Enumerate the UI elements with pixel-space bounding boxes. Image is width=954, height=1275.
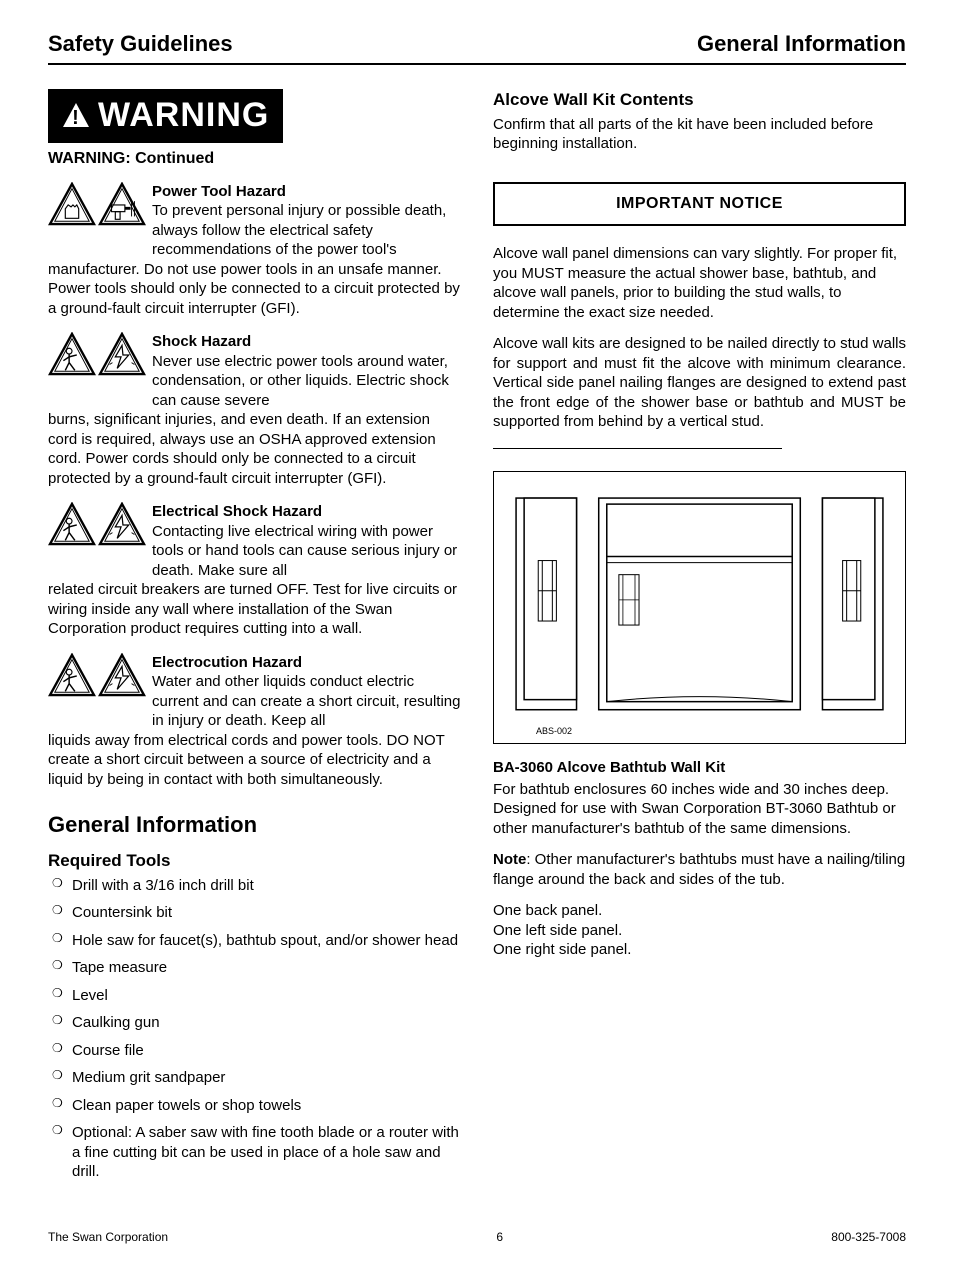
important-notice-box: IMPORTANT NOTICE [493, 182, 906, 227]
person-hazard-icon [48, 653, 96, 697]
header-right: General Information [697, 30, 906, 59]
hazard-top-text: Water and other liquids conduct electric… [152, 673, 460, 729]
list-item: Drill with a 3/16 inch drill bit [52, 876, 461, 896]
footer-page-number: 6 [496, 1230, 503, 1246]
footer-phone: 800-325-7008 [831, 1230, 906, 1246]
page-header: Safety Guidelines General Information [48, 30, 906, 65]
list-item: Clean paper towels or shop towels [52, 1096, 461, 1116]
alcove-panels-illustration [508, 490, 891, 722]
general-info-heading: General Information [48, 811, 461, 840]
hazard-rest-text: liquids away from electrical cords and p… [48, 731, 461, 790]
hazard-top-text: Never use electric power tools around wa… [152, 353, 449, 409]
shock-hazard-icon [98, 653, 146, 697]
footer-left: The Swan Corporation [48, 1230, 168, 1246]
right-column: Alcove Wall Kit Contents Confirm that al… [493, 89, 906, 1190]
warning-banner: ! WARNING [48, 89, 283, 143]
hazard-block: Electrical Shock Hazard Contacting live … [48, 502, 461, 639]
hazard-top-text: To prevent personal injury or possible d… [152, 202, 446, 258]
hazard-list: Power Tool Hazard To prevent personal in… [48, 182, 461, 790]
list-item: Caulking gun [52, 1013, 461, 1033]
required-tools-heading: Required Tools [48, 850, 461, 872]
notice-para-2: Alcove wall kits are designed to be nail… [493, 334, 906, 432]
hazard-title: Electrical Shock Hazard [152, 503, 322, 520]
hazard-rest-text: burns, significant injuries, and even de… [48, 410, 461, 488]
kit-description: For bathtub enclosures 60 inches wide an… [493, 780, 906, 839]
kit-title: BA-3060 Alcove Bathtub Wall Kit [493, 758, 906, 778]
hazard-title: Electrocution Hazard [152, 654, 302, 671]
warning-triangle-icon: ! [62, 102, 90, 128]
list-item: Level [52, 986, 461, 1006]
hazard-top-text: Contacting live electrical wiring with p… [152, 523, 457, 579]
panel-diagram: ABS-002 [493, 471, 906, 745]
hazard-title: Power Tool Hazard [152, 183, 286, 200]
person-hazard-icon [48, 332, 96, 376]
kit-note: Note: Other manufacturer's bathtubs must… [493, 850, 906, 889]
hand-hazard-icon [48, 182, 96, 226]
alcove-intro: Confirm that all parts of the kit have b… [493, 115, 906, 154]
left-column: ! WARNING WARNING: Continued [48, 89, 461, 1190]
panel-list: One back panel. One left side panel. One… [493, 901, 906, 960]
list-item: Medium grit sandpaper [52, 1068, 461, 1088]
warning-banner-text: WARNING [98, 93, 269, 137]
shock-hazard-icon [98, 502, 146, 546]
list-item: Course file [52, 1041, 461, 1061]
diagram-label: ABS-002 [508, 726, 891, 738]
hazard-block: Power Tool Hazard To prevent personal in… [48, 182, 461, 319]
hazard-rest-text: related circuit breakers are turned OFF.… [48, 580, 461, 639]
hazard-block: Electrocution Hazard Water and other liq… [48, 653, 461, 790]
notice-para-1: Alcove wall panel dimensions can vary sl… [493, 244, 906, 322]
tools-list: Drill with a 3/16 inch drill bit Counter… [48, 876, 461, 1182]
note-text: : Other manufacturer's bathtubs must hav… [493, 851, 905, 888]
header-left: Safety Guidelines [48, 30, 233, 59]
hazard-rest-text: manufacturer. Do not use power tools in … [48, 260, 461, 319]
panel-item: One back panel. [493, 901, 906, 921]
svg-text:!: ! [72, 107, 80, 128]
person-hazard-icon [48, 502, 96, 546]
list-item: Countersink bit [52, 903, 461, 923]
hazard-block: Shock Hazard Never use electric power to… [48, 332, 461, 488]
list-item: Hole saw for faucet(s), bathtub spout, a… [52, 931, 461, 951]
panel-item: One right side panel. [493, 940, 906, 960]
drill-hazard-icon [98, 182, 146, 226]
alcove-heading: Alcove Wall Kit Contents [493, 89, 906, 111]
list-item: Tape measure [52, 958, 461, 978]
hazard-title: Shock Hazard [152, 333, 251, 350]
panel-item: One left side panel. [493, 921, 906, 941]
list-item: Optional: A saber saw with fine tooth bl… [52, 1123, 461, 1182]
note-label: Note [493, 851, 526, 868]
shock-hazard-icon [98, 332, 146, 376]
notice-divider [493, 448, 782, 449]
content-columns: ! WARNING WARNING: Continued [48, 89, 906, 1190]
warning-continued-label: WARNING: Continued [48, 149, 461, 170]
page-footer: The Swan Corporation 6 800-325-7008 [48, 1230, 906, 1246]
